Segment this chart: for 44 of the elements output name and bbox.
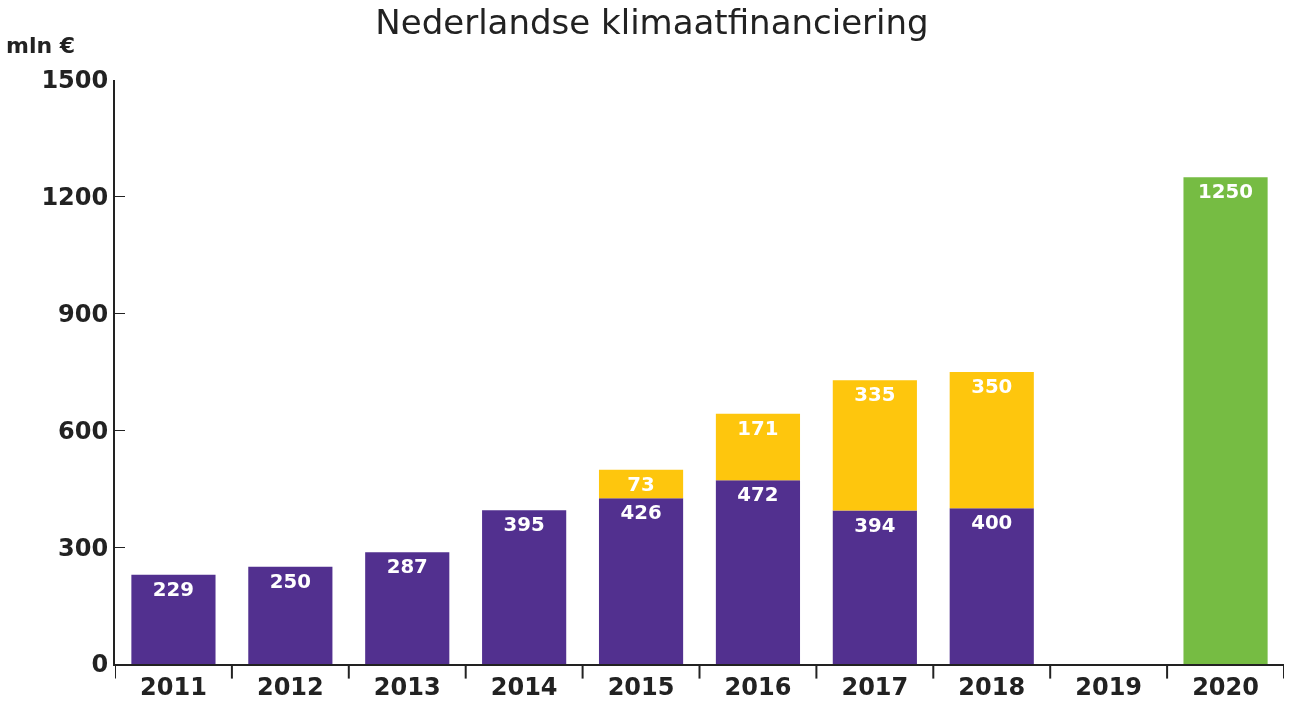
x-tick-label: 2016 [724, 672, 792, 701]
x-tick-label: 2018 [958, 672, 1026, 701]
bar [1183, 177, 1268, 664]
bar [715, 413, 801, 481]
bar [949, 372, 1034, 509]
bar [598, 469, 684, 499]
bar [131, 574, 216, 664]
data-label: 350 [971, 374, 1013, 398]
x-tick-label: 2014 [490, 672, 558, 701]
data-label: 394 [854, 513, 896, 537]
y-tick-label: 1200 [41, 183, 109, 212]
data-label: 472 [737, 483, 779, 507]
bar [949, 508, 1034, 664]
bar [482, 510, 567, 664]
x-tick-label: 2019 [1075, 672, 1143, 701]
data-label: 171 [737, 416, 779, 440]
x-tick-label: 2011 [140, 672, 207, 701]
y-tick-label: 300 [58, 533, 109, 562]
x-tick-label: 2017 [841, 672, 909, 701]
bar [832, 380, 917, 511]
x-tick-label: 2020 [1192, 672, 1259, 701]
y-tick-label: 900 [58, 300, 109, 328]
data-label: 250 [269, 569, 311, 593]
chart-title: Nederlandse klimaatfinanciering [375, 2, 929, 43]
data-label: 287 [386, 555, 428, 579]
data-label: 229 [152, 577, 195, 601]
bar [832, 510, 917, 664]
data-label: 1250 [1198, 180, 1253, 204]
data-label: 426 [620, 501, 662, 525]
x-tick-label: 2013 [373, 672, 441, 701]
data-label: 395 [503, 513, 545, 537]
data-label: 335 [854, 383, 896, 407]
x-tick-label: 2015 [607, 672, 675, 701]
y-tick-label: 600 [58, 416, 109, 445]
y-tick-label: 0 [91, 650, 109, 679]
bar [248, 566, 333, 664]
data-label: 73 [627, 472, 655, 496]
bar [715, 480, 801, 664]
data-label: 400 [971, 511, 1013, 535]
x-tick-label: 2012 [256, 672, 324, 701]
y-tick-label: 1500 [41, 66, 109, 95]
y-axis-title: mln € [6, 33, 76, 58]
bar [365, 552, 450, 664]
bar [598, 498, 684, 664]
